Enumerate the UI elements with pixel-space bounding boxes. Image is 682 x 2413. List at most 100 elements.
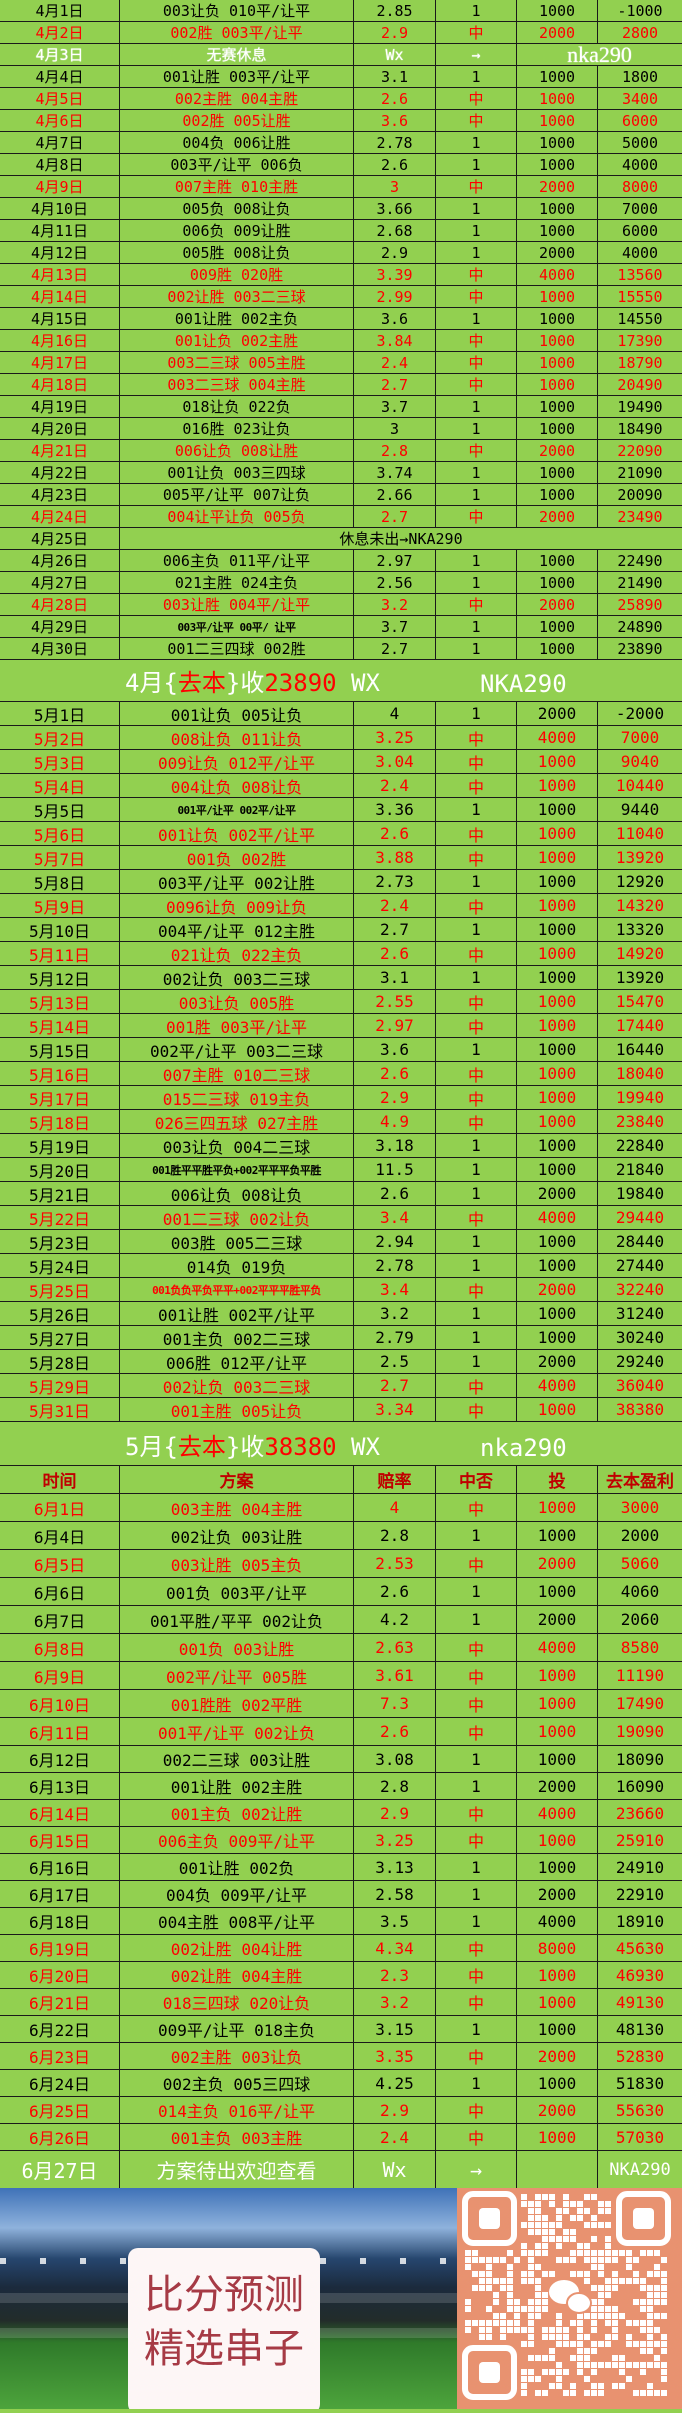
result-cell: 1	[436, 1230, 517, 1253]
table-row: 4月9日 007主胜 010主胜 3 中 2000 8000	[0, 176, 682, 198]
plan-cell: 003让负 004二三球	[120, 1134, 354, 1157]
date-cell: 4月6日	[0, 110, 120, 131]
odds-cell: 2.9	[354, 1086, 436, 1109]
table-row: 4月6日 002胜 005让胜 3.6 中 1000 6000	[0, 110, 682, 132]
qr-finder	[462, 2345, 517, 2400]
result-cell: 1	[436, 1326, 517, 1349]
result-cell: 1	[436, 132, 517, 153]
profit-cell: 7000	[621, 199, 659, 218]
profit-cell: 1800	[621, 67, 659, 86]
result-cell: 1	[436, 918, 517, 941]
stake-cell: 1000	[517, 822, 598, 845]
table-row: 6月13日 001让胜 002主胜 2.8 1 2000 16090	[0, 1773, 682, 1800]
odds-cell: 3.13	[354, 1854, 436, 1880]
profit-cell: 15470	[615, 992, 665, 1011]
plan-cell: 002平/让平 005胜	[120, 1662, 354, 1689]
date-cell: 5月7日	[0, 846, 120, 869]
result-cell: 中	[436, 1398, 517, 1421]
qr-code[interactable]	[457, 2188, 682, 2409]
odds-cell: 4	[354, 702, 436, 725]
date-cell: 4月20日	[0, 418, 120, 439]
table-row: 5月15日 002平/让平 003二三球 3.6 1 1000 16440	[0, 1038, 682, 1062]
odds-cell: 2.9	[354, 1800, 436, 1826]
date-cell: 5月8日	[0, 870, 120, 893]
plan-cell: 006主负 009平/让平	[120, 1827, 354, 1853]
odds-cell: 2.4	[354, 352, 436, 373]
profit-cell: 52830	[615, 2046, 665, 2066]
date-cell: 6月23日	[0, 2043, 120, 2069]
profit-cell: 14320	[615, 896, 665, 915]
stake-cell: 2000	[517, 594, 598, 615]
profit-cell: 22910	[615, 1884, 665, 1904]
stake-cell: 1000	[517, 550, 598, 571]
odds-cell: 2.9	[354, 22, 436, 43]
table-row: 6月5日 003让胜 005主负 2.53 中 2000 5060	[0, 1550, 682, 1578]
plan-cell: 018三四球 020让负	[120, 1989, 354, 2015]
header-odds: 赔率	[354, 1466, 436, 1493]
result-cell: 中	[436, 726, 517, 749]
profit-cell: 46930	[615, 1965, 665, 1985]
result-cell: 1	[436, 2016, 517, 2042]
odds-cell: 2.85	[354, 0, 436, 21]
plan-cell: 007主胜 010主胜	[120, 176, 354, 197]
odds-cell: 2.8	[354, 1522, 436, 1549]
header-stake: 投	[517, 1466, 598, 1493]
result-cell: 1	[436, 308, 517, 329]
profit-cell: 23890	[617, 639, 663, 658]
table-row: 5月26日 001让胜 002平/让平 3.2 1 1000 31240	[0, 1302, 682, 1326]
odds-cell: 3.34	[354, 1398, 436, 1421]
stake-cell: 4000	[517, 726, 598, 749]
stake-cell: 1000	[517, 1038, 598, 1061]
date-cell: 4月27日	[0, 572, 120, 593]
profit-cell: -2000	[615, 704, 665, 723]
stake-cell: 1000	[517, 1827, 598, 1853]
profit-cell: 27440	[615, 1256, 665, 1275]
table-row: 6月18日 004主胜 008平/让平 3.5 1 4000 18910	[0, 1908, 682, 1935]
odds-cell: 3.7	[354, 616, 436, 637]
profit-cell: 2060	[620, 1610, 660, 1629]
table-row: 5月23日 003胜 005二三球 2.94 1 1000 28440	[0, 1230, 682, 1254]
result-cell: 中	[436, 1800, 517, 1826]
odds-cell: 2.4	[354, 774, 436, 797]
plan-cell: 007主胜 010二三球	[120, 1062, 354, 1085]
plan-cell: 方案待出欢迎查看	[120, 2151, 354, 2188]
profit-cell: 21840	[615, 1160, 665, 1179]
table-row: 5月24日 014负 019负 2.78 1 1000 27440	[0, 1254, 682, 1278]
stake-cell: 4000	[517, 1206, 598, 1229]
table-row: 5月18日 026三四五球 027主胜 4.9 中 1000 23840	[0, 1110, 682, 1134]
odds-cell: 3.7	[354, 396, 436, 417]
date-cell: 4月11日	[0, 220, 120, 241]
date-cell: 4月30日	[0, 638, 120, 659]
result-cell: 1	[436, 1606, 517, 1633]
plan-cell: 003平/让平 00平/ 让平	[120, 616, 354, 637]
stake-cell: 4000	[517, 264, 598, 285]
odds-cell: 3.35	[354, 2043, 436, 2069]
stake-cell: 1000	[517, 990, 598, 1013]
plan-cell: 021主胜 024主负	[120, 572, 354, 593]
odds-cell: 4	[354, 1494, 436, 1521]
table-row: 4月2日 002胜 003平/让平 2.9 中 2000 2800	[0, 22, 682, 44]
odds-cell: 2.6	[354, 88, 436, 109]
date-cell: 4月13日	[0, 264, 120, 285]
profit-cell: 13920	[615, 968, 665, 987]
stake-cell: 1000	[517, 1302, 598, 1325]
stake-cell: 1000	[517, 942, 598, 965]
table-row: 5月11日 021让负 022主负 2.6 中 1000 14920	[0, 942, 682, 966]
plan-cell: 001让负 005让负	[120, 702, 354, 725]
result-cell: 中	[436, 1962, 517, 1988]
plan-cell: 0096让负 009让负	[120, 894, 354, 917]
date-cell: 5月12日	[0, 966, 120, 989]
date-cell: 4月10日	[0, 198, 120, 219]
odds-cell: 3.08	[354, 1746, 436, 1772]
profit-cell: 29440	[615, 1208, 665, 1227]
profit-cell: 18790	[617, 353, 663, 372]
profit-cell: 8580	[620, 1638, 660, 1657]
odds-cell: 3.25	[354, 1827, 436, 1853]
profit-cell: 13920	[615, 848, 665, 867]
result-cell: 1	[436, 1881, 517, 1907]
result-cell: 中	[436, 110, 517, 131]
profit-cell: 38380	[615, 1400, 665, 1419]
date-cell: 6月19日	[0, 1935, 120, 1961]
stake-cell: 1000	[517, 616, 598, 637]
plan-cell: 004平/让平 012主胜	[120, 918, 354, 941]
